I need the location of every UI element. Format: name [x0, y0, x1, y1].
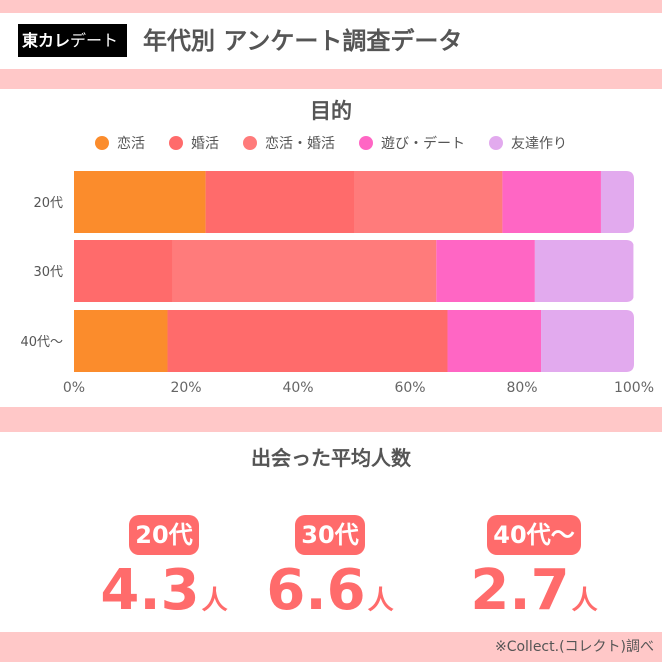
- logo: 東カレデート: [18, 24, 127, 57]
- logo-bold: 東カレ: [22, 31, 71, 50]
- average-item-20s: 20代 4.3人: [64, 515, 264, 631]
- legend-label: 友達作り: [511, 136, 567, 152]
- average-value: 6.6: [266, 558, 366, 623]
- category-label: 20代: [33, 196, 63, 211]
- chart-title: 目的: [310, 99, 352, 123]
- legend-label: 婚活: [191, 136, 219, 152]
- category-label: 30代: [33, 265, 63, 280]
- bar-segment: [167, 310, 448, 372]
- legend-label: 恋活・婚活: [265, 136, 335, 152]
- x-tick-label: 40%: [282, 380, 313, 396]
- x-tick-label: 80%: [506, 380, 537, 396]
- logo-thin: デート: [70, 31, 119, 50]
- page-title: 年代別 アンケート調査データ: [143, 27, 463, 55]
- unit: 人: [571, 586, 598, 616]
- average-item-30s: 30代 6.6人: [230, 515, 430, 631]
- bar-segment: [74, 310, 168, 372]
- average-value: 2.7: [470, 558, 570, 623]
- age-badge: 40代〜: [487, 515, 581, 555]
- legend-item: 恋活・婚活: [243, 133, 335, 153]
- source-note: ※Collect.(コレクト)調べ: [494, 639, 654, 655]
- age-badge: 30代: [295, 515, 365, 555]
- bar-segment: [502, 171, 601, 233]
- legend-item: 恋活: [95, 133, 145, 153]
- bar-segment: [534, 240, 634, 302]
- legend-dot-icon: [359, 136, 373, 150]
- category-label: 40代〜: [20, 335, 63, 350]
- x-tick-label: 100%: [614, 380, 654, 396]
- legend: 恋活 婚活 恋活・婚活 遊び・デート 友達作り: [0, 133, 662, 153]
- legend-item: 婚活: [169, 133, 219, 153]
- average-value: 4.3: [100, 558, 200, 623]
- legend-label: 遊び・デート: [381, 136, 465, 152]
- bar-segment: [172, 240, 437, 302]
- bar-segment: [447, 310, 542, 372]
- legend-label: 恋活: [117, 136, 145, 152]
- legend-item: 遊び・デート: [359, 133, 465, 153]
- legend-dot-icon: [95, 136, 109, 150]
- age-badge: 20代: [129, 515, 199, 555]
- average-item-40s: 40代〜 2.7人: [434, 515, 634, 631]
- x-tick-label: 0%: [63, 380, 85, 396]
- legend-item: 友達作り: [489, 133, 567, 153]
- x-tick-label: 20%: [170, 380, 201, 396]
- bar-segment: [74, 171, 206, 233]
- unit: 人: [367, 586, 394, 616]
- average-title: 出会った平均人数: [251, 446, 411, 470]
- bar-segment: [74, 240, 173, 302]
- stacked-bar-chart: 20代 30代 40代〜 0% 20% 40% 60% 80% 100%: [20, 171, 654, 396]
- legend-dot-icon: [489, 136, 503, 150]
- unit: 人: [201, 586, 228, 616]
- bar-segment: [205, 171, 354, 233]
- bar-segment: [354, 171, 503, 233]
- legend-dot-icon: [243, 136, 257, 150]
- legend-dot-icon: [169, 136, 183, 150]
- x-tick-label: 60%: [394, 380, 425, 396]
- bar-segment: [541, 310, 634, 372]
- bar-segment: [600, 171, 634, 233]
- bar-segment: [436, 240, 535, 302]
